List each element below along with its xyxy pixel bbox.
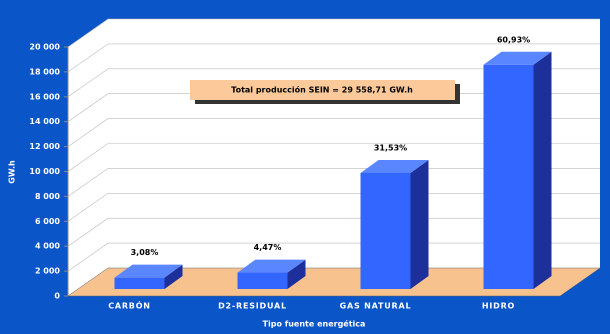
y-tick-label: 6 000 [35,217,60,226]
y-tick-label: 4 000 [35,242,60,251]
x-axis-title: Tipo fuente energética [263,319,366,329]
bar-side [533,51,552,290]
x-tick-label: CARBÓN [108,300,151,311]
grid-line [67,168,600,197]
grid-line [67,217,600,247]
annotation: Total producción SEIN = 29 558,71 GW.h [231,85,413,95]
percent-label: 4,47% [254,243,282,252]
grid-line [67,18,600,48]
grid-line [67,242,600,272]
y-tick-label: 10 000 [29,167,60,176]
bar [237,259,306,289]
bar [483,51,552,290]
y-tick-label: 14 000 [29,117,60,126]
bar-front [237,272,288,289]
percent-label: 60,93% [497,35,530,44]
percent-label: 3,08% [131,248,159,257]
bar-side [410,159,429,289]
y-axis-title: GW.h [8,160,17,184]
y-tick-label: 16 000 [29,92,60,101]
grid-line [67,118,600,147]
percent-label: 31,53% [374,143,407,152]
y-tick-label: 0 [54,292,60,301]
bar-front [483,64,534,289]
bar-top [237,259,306,273]
bar-front [360,172,411,289]
x-tick-label: D2-RESIDUAL [218,302,287,311]
y-tick-label: 8 000 [35,192,60,201]
grid-line [67,43,600,73]
bar-side [287,259,306,289]
grid-line [67,68,600,98]
bar-top [360,159,429,173]
y-tick-label: 2 000 [35,267,60,276]
bar-side [164,264,183,289]
bar [360,159,429,289]
bars [114,51,552,290]
x-tick-label: HIDRO [482,302,515,311]
annotation-box [190,80,455,100]
bar-front [114,277,165,289]
grid-line [67,193,600,222]
grid-line [67,143,600,172]
bar-top [114,264,183,278]
y-tick-label: 20 000 [29,43,60,52]
x-tick-label: GAS NATURAL [340,302,412,311]
y-tick-label: 18 000 [29,67,60,76]
bar [114,264,183,289]
y-tick-label: 12 000 [29,142,60,151]
floor [67,267,601,297]
bar-top [483,51,552,65]
